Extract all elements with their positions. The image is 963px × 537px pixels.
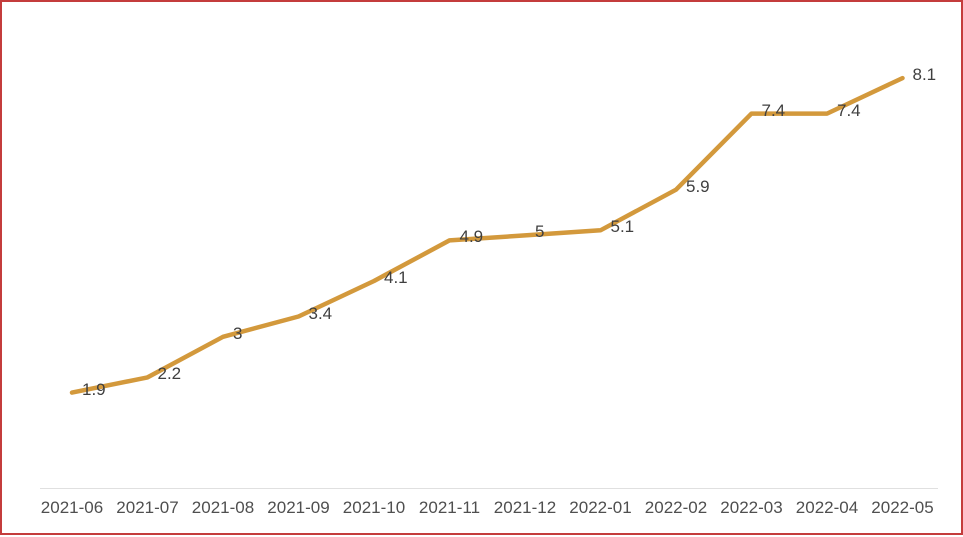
data-label: 7.4: [837, 100, 861, 120]
data-label: 3: [233, 323, 243, 343]
data-label: 5: [535, 222, 545, 242]
data-label: 5.9: [686, 176, 710, 196]
x-tick-label: 2021-11: [418, 498, 481, 517]
data-label: 8.1: [912, 65, 937, 85]
x-tick-label: 2022-05: [871, 498, 934, 517]
x-tick-label: 2022-03: [720, 498, 783, 517]
x-tick-label: 2021-08: [191, 498, 255, 517]
data-label: 4.1: [384, 268, 408, 287]
data-label: 1.9: [82, 379, 106, 399]
data-label: 2.2: [157, 364, 182, 384]
x-tick-label: 2022-02: [644, 498, 708, 517]
data-label: 5.1: [610, 217, 635, 237]
x-tick-label: 2022-04: [795, 498, 859, 517]
x-tick-label: 2021-07: [116, 498, 179, 517]
data-label: 3.4: [308, 303, 333, 323]
x-tick-label: 2021-12: [493, 498, 557, 517]
series-line: [69, 75, 905, 395]
x-tick-label: 2021-09: [267, 498, 330, 517]
x-tick-label: 2022-01: [569, 498, 632, 517]
data-label: 7.4: [761, 100, 786, 120]
x-axis-line: [40, 488, 938, 489]
data-label: 4.9: [459, 227, 484, 247]
x-tick-label: 2021-06: [40, 498, 104, 517]
x-tick-label: 2021-10: [342, 498, 406, 517]
